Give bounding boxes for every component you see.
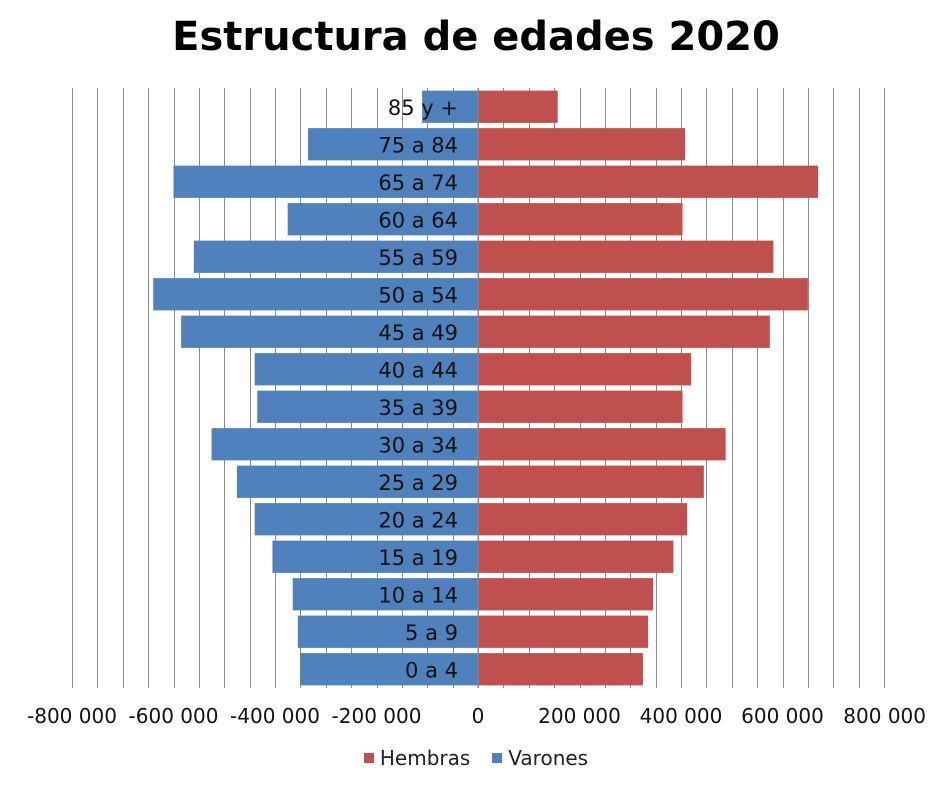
- x-tick-label: 0: [472, 704, 485, 728]
- category-label: 45 a 49: [378, 321, 458, 345]
- bar-hembras: [478, 615, 649, 648]
- bar-varones: [211, 428, 478, 461]
- category-label: 20 a 24: [378, 508, 458, 532]
- category-label: 0 a 4: [405, 658, 458, 682]
- category-label: 10 a 14: [378, 583, 458, 607]
- x-tick-label: 800 000: [843, 704, 926, 728]
- bar-hembras: [478, 203, 683, 236]
- legend-item-varones: Varones: [492, 746, 588, 770]
- x-tick-label: -400 000: [230, 704, 320, 728]
- bar-varones: [287, 203, 478, 236]
- category-label: 50 a 54: [378, 283, 458, 307]
- legend-label-hembras: Hembras: [379, 746, 471, 770]
- legend: Hembras Varones: [0, 746, 952, 770]
- bar-varones: [193, 240, 479, 273]
- bar-varones: [181, 315, 479, 348]
- bar-hembras: [478, 165, 819, 198]
- x-tick-label: -200 000: [332, 704, 422, 728]
- bar-varones: [422, 90, 478, 123]
- category-labels: 0 a 4 5 a 9 10 a 14 15 a 19 20 a 24 25 a 29 30…: [378, 96, 458, 683]
- legend-label-varones: Varones: [508, 746, 589, 770]
- bar-varones: [153, 278, 478, 311]
- legend-swatch-hembras: [363, 753, 374, 763]
- category-label: 55 a 59: [378, 246, 458, 270]
- category-label: 40 a 44: [378, 358, 458, 382]
- bar-varones: [257, 390, 478, 423]
- category-label: 85 y +: [388, 96, 458, 120]
- bar-hembras: [478, 240, 774, 273]
- bar-varones: [272, 540, 478, 573]
- legend-item-hembras: Hembras: [363, 746, 471, 770]
- legend-swatch-varones: [492, 753, 503, 763]
- bar-hembras: [478, 653, 643, 686]
- bar-varones: [292, 578, 478, 611]
- bar-varones: [254, 503, 478, 536]
- bar-hembras: [478, 503, 688, 536]
- x-tick-label: -800 000: [27, 704, 117, 728]
- x-axis-tick-labels: -800 000 -600 000 -400 000 -200 000 0 200 000…: [27, 704, 926, 728]
- bar-hembras: [478, 428, 726, 461]
- category-label: 5 a 9: [405, 621, 458, 645]
- bar-hembras: [478, 128, 686, 161]
- bar-hembras: [478, 390, 683, 423]
- bar-varones: [173, 165, 478, 198]
- category-label: 65 a 74: [378, 171, 458, 195]
- category-label: 75 a 84: [378, 133, 458, 157]
- category-label: 30 a 34: [378, 433, 458, 457]
- bar-varones: [297, 615, 478, 648]
- chart-title: Estructura de edades 2020: [172, 14, 780, 60]
- x-tick-label: -600 000: [129, 704, 219, 728]
- bar-hembras: [478, 315, 770, 348]
- bar-hembras: [478, 278, 808, 311]
- bar-hembras: [478, 465, 704, 498]
- bars: [153, 88, 819, 688]
- bar-hembras: [478, 578, 654, 611]
- category-label: 60 a 64: [378, 208, 458, 232]
- x-tick-label: 400 000: [640, 704, 723, 728]
- bar-hembras: [478, 90, 558, 123]
- bar-hembras: [478, 540, 674, 573]
- bar-hembras: [478, 353, 692, 386]
- category-label: 15 a 19: [378, 546, 458, 570]
- bar-varones: [300, 653, 478, 686]
- category-label: 35 a 39: [378, 396, 458, 420]
- x-tick-label: 200 000: [538, 704, 621, 728]
- bar-varones: [307, 128, 478, 161]
- bar-varones: [254, 353, 478, 386]
- category-label: 25 a 29: [378, 471, 458, 495]
- bar-varones: [236, 465, 478, 498]
- x-tick-label: 600 000: [741, 704, 824, 728]
